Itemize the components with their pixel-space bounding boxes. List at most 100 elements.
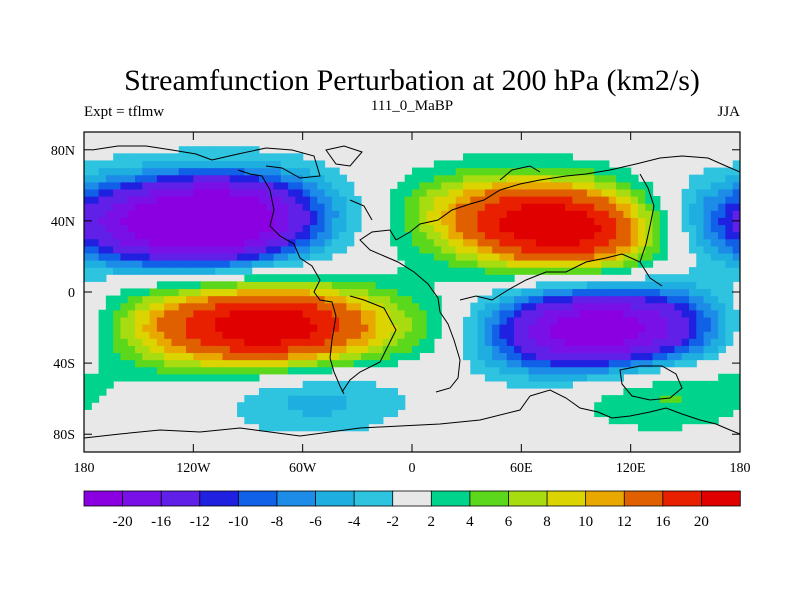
contour-cell bbox=[178, 295, 187, 304]
contour-cell bbox=[441, 196, 450, 204]
contour-cell bbox=[412, 288, 420, 297]
contour-cell bbox=[645, 402, 654, 410]
contour-cell bbox=[645, 316, 654, 325]
contour-cell bbox=[659, 217, 668, 226]
contour-cell bbox=[215, 238, 224, 247]
contour-cell bbox=[302, 338, 311, 346]
contour-cell bbox=[258, 238, 267, 247]
contour-cell bbox=[703, 210, 712, 218]
contour-cell bbox=[84, 174, 92, 183]
contour-cell bbox=[397, 345, 406, 354]
contour-cell bbox=[178, 288, 187, 297]
contour-cell bbox=[113, 245, 122, 254]
contour-cell bbox=[244, 260, 253, 268]
contour-cell bbox=[608, 352, 617, 361]
contour-cell bbox=[229, 345, 238, 354]
contour-cell bbox=[681, 274, 690, 282]
contour-cell bbox=[273, 181, 282, 190]
contour-cell bbox=[302, 288, 311, 297]
contour-cell bbox=[229, 359, 238, 368]
contour-cell bbox=[608, 359, 617, 368]
contour-cell bbox=[280, 260, 289, 268]
contour-cell bbox=[703, 295, 712, 304]
contour-cell bbox=[637, 402, 646, 410]
contour-cell bbox=[514, 331, 522, 339]
contour-cell bbox=[667, 345, 675, 354]
contour-cell bbox=[244, 217, 253, 226]
contour-cell bbox=[565, 217, 573, 226]
contour-cell bbox=[302, 331, 311, 339]
contour-cell bbox=[244, 196, 253, 204]
contour-cell bbox=[193, 210, 202, 218]
contour-cell bbox=[324, 203, 333, 211]
contour-cell bbox=[470, 359, 479, 368]
contour-cell bbox=[135, 359, 143, 368]
colorbar-label: -20 bbox=[113, 514, 133, 530]
contour-cell bbox=[222, 281, 231, 290]
contour-cell bbox=[455, 260, 464, 268]
contour-cell bbox=[266, 416, 275, 425]
contour-cell bbox=[280, 295, 289, 304]
contour-cell bbox=[171, 188, 180, 197]
contour-cell bbox=[171, 217, 180, 226]
contour-cell bbox=[266, 245, 275, 254]
contour-cell bbox=[688, 402, 697, 410]
contour-cell bbox=[266, 210, 275, 218]
contour-cell bbox=[470, 352, 479, 361]
contour-cell bbox=[258, 288, 267, 297]
contour-cell bbox=[718, 210, 727, 218]
contour-cell bbox=[696, 281, 705, 290]
contour-cell bbox=[353, 423, 362, 432]
contour-cell bbox=[696, 210, 705, 218]
contour-cell bbox=[484, 231, 493, 240]
contour-cell bbox=[135, 331, 143, 339]
contour-cell bbox=[229, 167, 238, 176]
contour-cell bbox=[178, 203, 187, 211]
contour-cell bbox=[550, 260, 559, 268]
contour-cell bbox=[120, 196, 129, 204]
contour-cell bbox=[492, 302, 501, 311]
contour-cell bbox=[448, 188, 457, 197]
contour-cell bbox=[360, 338, 369, 346]
contour-cell bbox=[725, 281, 734, 290]
contour-cell bbox=[688, 203, 697, 211]
contour-cell bbox=[302, 174, 311, 183]
contour-cell bbox=[273, 409, 282, 418]
contour-cell bbox=[295, 288, 304, 297]
contour-cell bbox=[586, 359, 595, 368]
contour-cell bbox=[557, 373, 566, 382]
contour-cell bbox=[207, 309, 216, 318]
contour-cell bbox=[412, 316, 420, 325]
contour-cell bbox=[156, 345, 165, 354]
contour-cell bbox=[288, 316, 296, 325]
contour-cell bbox=[514, 295, 522, 304]
contour-cell bbox=[725, 288, 734, 297]
contour-cell bbox=[557, 380, 566, 389]
contour-cell bbox=[127, 366, 136, 375]
colorbar-label: -12 bbox=[190, 514, 210, 530]
contour-cell bbox=[288, 181, 296, 190]
contour-cell bbox=[91, 380, 100, 389]
contour-cell bbox=[637, 203, 646, 211]
contour-cell bbox=[346, 302, 355, 311]
contour-cell bbox=[557, 260, 566, 268]
contour-cell bbox=[193, 281, 202, 290]
contour-cell bbox=[732, 380, 740, 389]
contour-cell bbox=[171, 281, 180, 290]
contour-cell bbox=[178, 217, 187, 226]
contour-cell bbox=[521, 260, 530, 268]
contour-cell bbox=[586, 302, 595, 311]
contour-cell bbox=[572, 302, 581, 311]
contour-cell bbox=[266, 153, 275, 162]
contour-cell bbox=[572, 167, 581, 176]
contour-cell bbox=[98, 188, 107, 197]
contour-cell bbox=[550, 210, 559, 218]
contour-cell bbox=[178, 338, 187, 346]
contour-cell bbox=[463, 252, 471, 261]
contour-cell bbox=[382, 288, 391, 297]
contour-cell bbox=[200, 373, 209, 382]
contour-cell bbox=[142, 331, 151, 339]
contour-cell bbox=[645, 245, 654, 254]
contour-cell bbox=[433, 252, 442, 261]
contour-cell bbox=[594, 167, 603, 176]
